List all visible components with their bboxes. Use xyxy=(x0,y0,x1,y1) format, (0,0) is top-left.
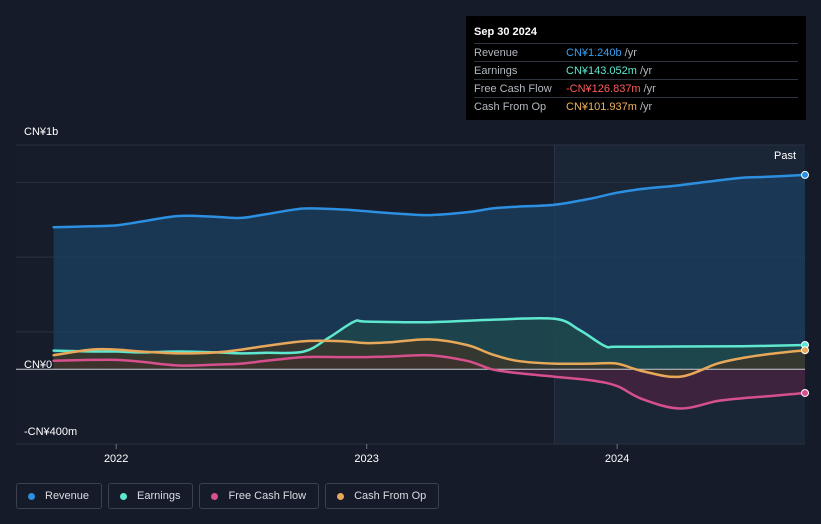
tooltip-unit: /yr xyxy=(639,100,653,113)
legend-item-free-cash-flow[interactable]: Free Cash Flow xyxy=(199,483,320,509)
y-axis-zero-label: CN¥0 xyxy=(24,359,53,371)
legend-dot-icon xyxy=(211,492,219,500)
tooltip-value: -CN¥126.837m xyxy=(566,82,641,95)
tooltip-label: Revenue xyxy=(474,46,519,59)
free-cash-flow-line xyxy=(52,353,807,410)
free-cash-flow-end-marker xyxy=(801,388,809,397)
tooltip-label: Earnings xyxy=(474,64,518,77)
tooltip-unit: /yr xyxy=(643,82,656,95)
y-axis-bottom-label: -CN¥400m xyxy=(24,426,78,438)
tooltip-row-cash-from-op: Cash From Op CN¥101.937m /yr xyxy=(474,97,798,115)
tooltip-label: Free Cash Flow xyxy=(474,82,552,95)
tooltip-label: Cash From Op xyxy=(474,100,547,113)
legend-dot-icon xyxy=(120,492,128,500)
data-tooltip: Sep 30 2024 Revenue CN¥1.240b /yr Earnin… xyxy=(466,16,806,120)
legend-label: Revenue xyxy=(45,490,90,502)
revenue-end-marker xyxy=(801,170,809,179)
chart-legend: Revenue Earnings Free Cash Flow Cash Fro… xyxy=(16,483,440,509)
tooltip-row-earnings: Earnings CN¥143.052m /yr xyxy=(474,61,798,79)
legend-label: Free Cash Flow xyxy=(228,490,307,502)
legend-item-earnings[interactable]: Earnings xyxy=(108,483,194,509)
revenue-area xyxy=(53,174,806,370)
legend-dot-icon xyxy=(28,492,35,500)
revenue-line xyxy=(52,173,807,229)
tooltip-date: Sep 30 2024 xyxy=(474,26,537,38)
x-axis-ticks: 2022 2023 2024 xyxy=(104,444,629,465)
tooltip-unit: /yr xyxy=(624,46,637,59)
legend-item-revenue[interactable]: Revenue xyxy=(16,483,103,509)
legend-item-cash-from-op[interactable]: Cash From Op xyxy=(325,483,440,509)
legend-label: Earnings xyxy=(137,490,181,502)
y-axis-top-label: CN¥1b xyxy=(24,126,59,138)
legend-dot-icon xyxy=(337,492,345,500)
tooltip-value: CN¥143.052m xyxy=(566,64,637,77)
series-lines xyxy=(52,173,807,410)
tooltip-row-free-cash-flow: Free Cash Flow -CN¥126.837m /yr xyxy=(474,79,798,97)
cash-from-op-area xyxy=(53,339,806,377)
cash-from-op-end-marker xyxy=(801,346,809,355)
series-end-markers xyxy=(801,170,809,397)
past-label: Past xyxy=(774,150,797,162)
tooltip-value: CN¥101.937m xyxy=(566,100,637,113)
series-areas xyxy=(53,174,806,409)
x-tick-label: 2022 xyxy=(104,453,128,465)
tooltip-row-revenue: Revenue CN¥1.240b /yr xyxy=(474,43,798,61)
tooltip-unit: /yr xyxy=(639,64,653,77)
cash-from-op-line xyxy=(52,338,807,379)
x-tick-label: 2023 xyxy=(354,453,378,465)
legend-label: Cash From Op xyxy=(354,490,427,502)
tooltip-value: CN¥1.240b xyxy=(566,46,622,59)
x-tick-label: 2024 xyxy=(605,453,629,465)
